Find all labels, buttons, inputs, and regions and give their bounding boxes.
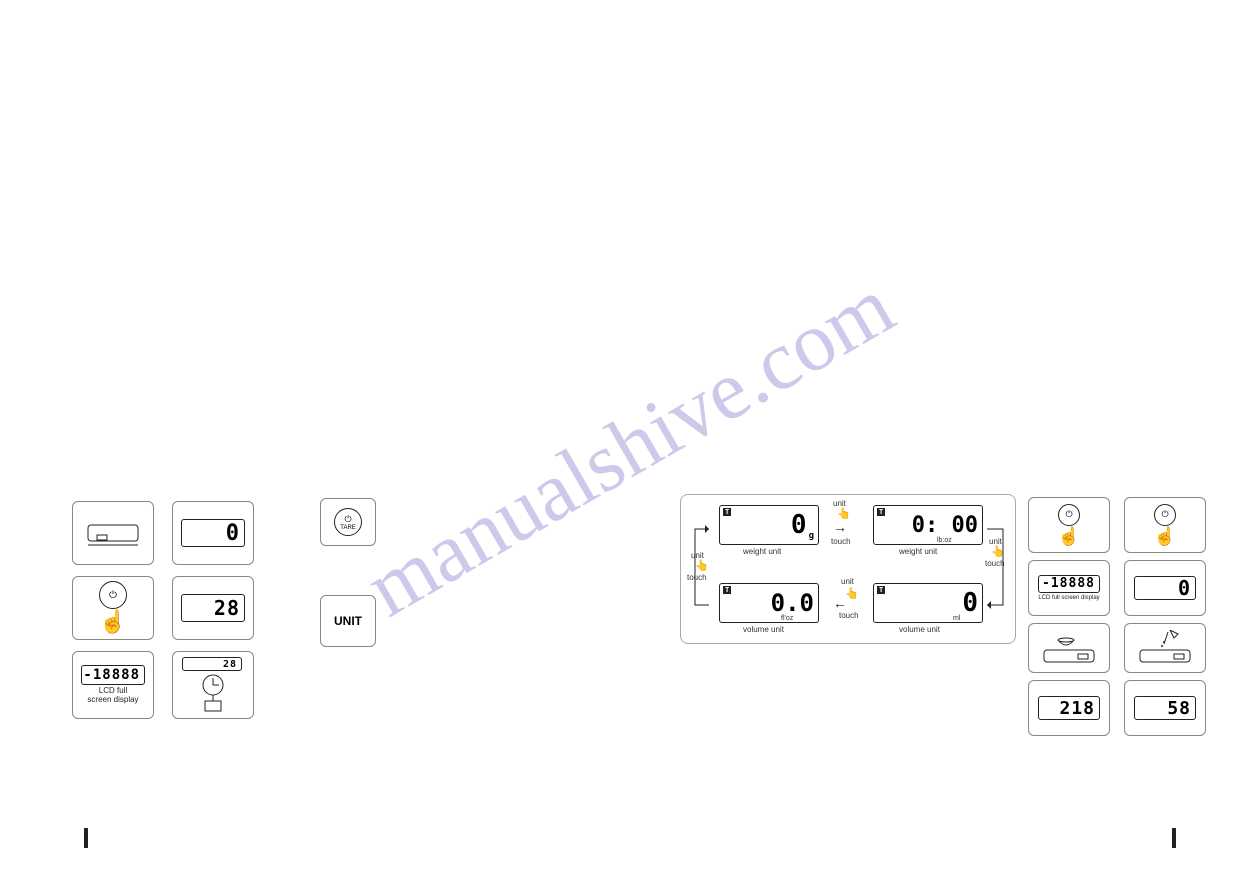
diag-label-weight-2: weight unit: [899, 547, 937, 556]
diag-touch-bot: touch: [839, 611, 859, 620]
lcd-value-28: 28: [181, 594, 245, 622]
page-bar-right: [1172, 828, 1176, 848]
bowl-on-scale-icon: [1038, 630, 1100, 666]
unit-button-label: UNIT: [334, 614, 362, 628]
diag-finger-3: 👆: [695, 559, 709, 572]
left-cell-lcd-28: 28: [172, 576, 254, 640]
diag-label-weight-1: weight unit: [743, 547, 781, 556]
right-cell-r4c1: 218: [1028, 680, 1110, 736]
diag-unit-bot: unit: [841, 577, 854, 586]
diag-finger-1: 👆: [837, 507, 851, 520]
left-cell-lcd-zero: 0: [172, 501, 254, 565]
unit-button-cell: UNIT: [320, 595, 376, 647]
lcd-value: 0: [181, 519, 245, 547]
lcd-full-label: LCD full screen display: [87, 687, 138, 705]
right-cell-r2c2: 0: [1124, 560, 1206, 616]
diag-floz-unit: fl'oz: [781, 615, 793, 622]
lcd-small-28: 28: [182, 657, 242, 671]
tare-button-cell: ⏻ TARE: [320, 498, 376, 546]
unit-cycle-diagram: T 0 g weight unit T 0: 00 lb:oz weight u…: [680, 494, 1016, 644]
right-lcd-full: -18888: [1038, 575, 1100, 593]
right-lcd-zero: 0: [1134, 576, 1196, 600]
right-lcd-218: 218: [1038, 696, 1100, 720]
right-cell-r4c2: 58: [1124, 680, 1206, 736]
power-icon-r1c2: ⏻: [1154, 504, 1176, 526]
left-cell-power-touch: ⏻ ☝: [72, 576, 154, 640]
diag-lcd-ml: T 0: [873, 583, 983, 623]
diag-touch-top: touch: [831, 537, 851, 546]
lcd-full-value: -18888: [81, 665, 145, 685]
diag-label-volume-2: volume unit: [899, 625, 940, 634]
diag-touch-right: touch: [985, 559, 1005, 568]
scale-platform-icon: [83, 513, 143, 553]
diag-lcd-g: T 0 g: [719, 505, 819, 545]
diag-lboz-unit: lb:oz: [937, 537, 952, 544]
page-bar-left: [84, 828, 88, 848]
left-cell-lcd-full: -18888 LCD full screen display: [72, 651, 154, 719]
power-tare-icon: ⏻: [99, 581, 127, 609]
right-lcd-full-label: LCD full screen display: [1038, 595, 1099, 602]
left-cell-clock: 28: [172, 651, 254, 719]
diag-finger-2: 👆: [845, 587, 859, 600]
hand-icon-r1c2: ☝: [1154, 526, 1176, 547]
arrow-right-top: →: [833, 519, 847, 535]
diag-touch-left: touch: [687, 573, 707, 582]
tare-button-icon: ⏻ TARE: [334, 508, 362, 536]
diag-finger-4: 👆: [991, 545, 1005, 558]
clock-icon: [193, 671, 233, 713]
left-cell-scale-drawing: [72, 501, 154, 565]
pointing-hand-icon: ☝: [99, 609, 126, 635]
diag-lcd-floz: T 0.0: [719, 583, 819, 623]
pour-on-scale-icon: [1134, 630, 1196, 666]
right-cell-r3c1: [1028, 623, 1110, 673]
right-cell-r3c2: [1124, 623, 1206, 673]
hand-icon-r1c1: ☝: [1058, 526, 1080, 547]
diag-lcd-lboz: T 0: 00: [873, 505, 983, 545]
right-cell-r1c2: ⏻ ☝: [1124, 497, 1206, 553]
power-icon-r1c1: ⏻: [1058, 504, 1080, 526]
diag-ml-unit: ml: [953, 615, 960, 622]
right-cell-r1c1: ⏻ ☝: [1028, 497, 1110, 553]
right-lcd-58: 58: [1134, 696, 1196, 720]
right-cell-r2c1: -18888 LCD full screen display: [1028, 560, 1110, 616]
diag-label-volume-1: volume unit: [743, 625, 784, 634]
